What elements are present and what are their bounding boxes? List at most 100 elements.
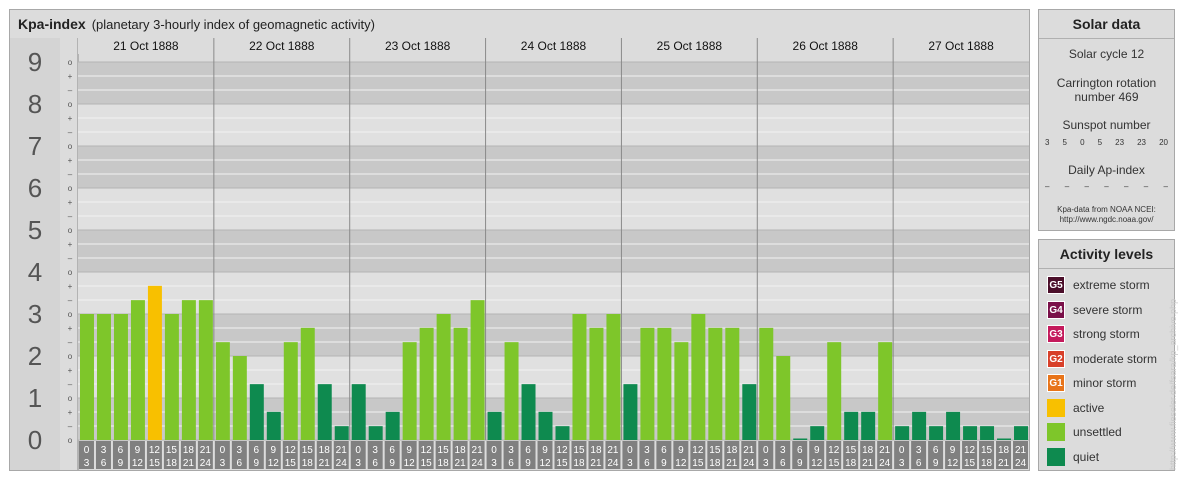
- kp-bar: [487, 411, 502, 440]
- interval-start: 0: [491, 445, 497, 456]
- kp-bar: [725, 327, 740, 440]
- interval-box: [129, 441, 145, 469]
- interval-start: 3: [780, 445, 786, 456]
- interval-end: 21: [183, 458, 195, 469]
- interval-box: [588, 441, 604, 469]
- interval-end: 24: [743, 458, 755, 469]
- solar-cycle: Solar cycle 12: [1068, 47, 1145, 61]
- interval-start: 12: [828, 445, 840, 456]
- interval-start: 9: [135, 445, 141, 456]
- interval-box: [809, 441, 825, 469]
- interval-box: [979, 441, 995, 469]
- legend-label: strong storm: [1073, 327, 1140, 341]
- day-label: 27 Oct 1888: [928, 39, 994, 53]
- day-label: 26 Oct 1888: [793, 39, 859, 53]
- kp-bar: [963, 426, 978, 440]
- interval-box: [197, 441, 213, 469]
- interval-start: 9: [271, 445, 277, 456]
- interval-box: [112, 441, 128, 469]
- interval-end: 21: [862, 458, 874, 469]
- interval-start: 15: [709, 445, 721, 456]
- interval-start: 21: [336, 445, 348, 456]
- interval-box: [316, 441, 332, 469]
- interval-end: 24: [336, 458, 348, 469]
- kpa-chart: o–+o–+o–+o–+o–+o–+o–+o–+o–+o012345678921…: [10, 38, 1029, 470]
- interval-box: [724, 441, 740, 469]
- chart-title: Kpa-index: [18, 16, 86, 32]
- kp-bar: [589, 327, 604, 440]
- interval-start: 3: [916, 445, 922, 456]
- legend-swatch: G1: [1047, 374, 1065, 392]
- minor-tick-label: o: [68, 100, 73, 109]
- kp-bar: [130, 300, 145, 440]
- interval-end: 6: [237, 458, 243, 469]
- kp-bar: [691, 314, 706, 440]
- kp-bar: [861, 411, 876, 440]
- y-tick-label: 6: [28, 173, 42, 203]
- interval-end: 15: [692, 458, 704, 469]
- kp-bar: [113, 314, 128, 440]
- interval-start: 0: [355, 445, 361, 456]
- interval-box: [214, 441, 230, 469]
- y-tick-label: 1: [28, 383, 42, 413]
- interval-box: [843, 441, 859, 469]
- legend-item: G3 strong storm: [1047, 325, 1140, 343]
- y-tick-label: 7: [28, 131, 42, 161]
- minor-tick-label: +: [68, 240, 73, 249]
- interval-start: 6: [525, 445, 531, 456]
- kp-bar: [793, 438, 808, 440]
- carrington-number: number 469: [1074, 90, 1139, 104]
- interval-box: [775, 441, 791, 469]
- interval-end: 9: [933, 458, 939, 469]
- minor-tick-label: –: [68, 212, 73, 221]
- interval-start: 18: [998, 445, 1010, 456]
- interval-end: 24: [200, 458, 212, 469]
- band-4: [78, 230, 1029, 272]
- interval-box: [894, 441, 910, 469]
- interval-end: 3: [491, 458, 497, 469]
- legend-swatch: G2: [1047, 349, 1065, 368]
- interval-start: 6: [797, 445, 803, 456]
- legend-item: G5 extreme storm: [1047, 276, 1150, 294]
- kp-bar: [96, 314, 111, 440]
- y-tick-label: 9: [28, 47, 42, 77]
- interval-box: [248, 441, 264, 469]
- legend-swatch: [1047, 447, 1065, 466]
- interval-box: [826, 441, 842, 469]
- interval-end: 6: [101, 458, 107, 469]
- legend-label: quiet: [1073, 449, 1100, 464]
- minor-tick-label: o: [68, 436, 73, 445]
- interval-start: 9: [814, 445, 820, 456]
- kp-bar: [827, 342, 842, 440]
- interval-start: 0: [220, 445, 226, 456]
- minor-tick-label: o: [68, 226, 73, 235]
- band-2: [78, 314, 1029, 356]
- interval-end: 24: [472, 458, 484, 469]
- minor-tick-label: +: [68, 366, 73, 375]
- legend-label: active: [1073, 400, 1105, 415]
- interval-box: [418, 441, 434, 469]
- interval-start: 21: [743, 445, 755, 456]
- interval-end: 12: [811, 458, 823, 469]
- interval-box: [435, 441, 451, 469]
- kp-bar: [470, 300, 485, 440]
- interval-end: 18: [981, 458, 993, 469]
- interval-end: 15: [421, 458, 433, 469]
- interval-end: 12: [947, 458, 959, 469]
- interval-start: 12: [285, 445, 297, 456]
- activity-levels-title: Activity levels: [1039, 240, 1174, 269]
- source-link[interactable]: http://www.ngdc.noaa.gov/: [1059, 215, 1154, 224]
- interval-box: [95, 441, 111, 469]
- kp-bar: [708, 327, 723, 440]
- interval-end: 18: [166, 458, 178, 469]
- kp-bar: [555, 426, 570, 440]
- minor-tick-label: o: [68, 268, 73, 277]
- minor-tick-label: +: [68, 198, 73, 207]
- interval-box: [911, 441, 927, 469]
- interval-start: 21: [607, 445, 619, 456]
- day-label: 24 Oct 1888: [521, 39, 587, 53]
- kp-bar: [402, 342, 417, 440]
- interval-start: 0: [763, 445, 769, 456]
- kp-bar: [606, 314, 621, 440]
- kp-bar: [317, 384, 332, 440]
